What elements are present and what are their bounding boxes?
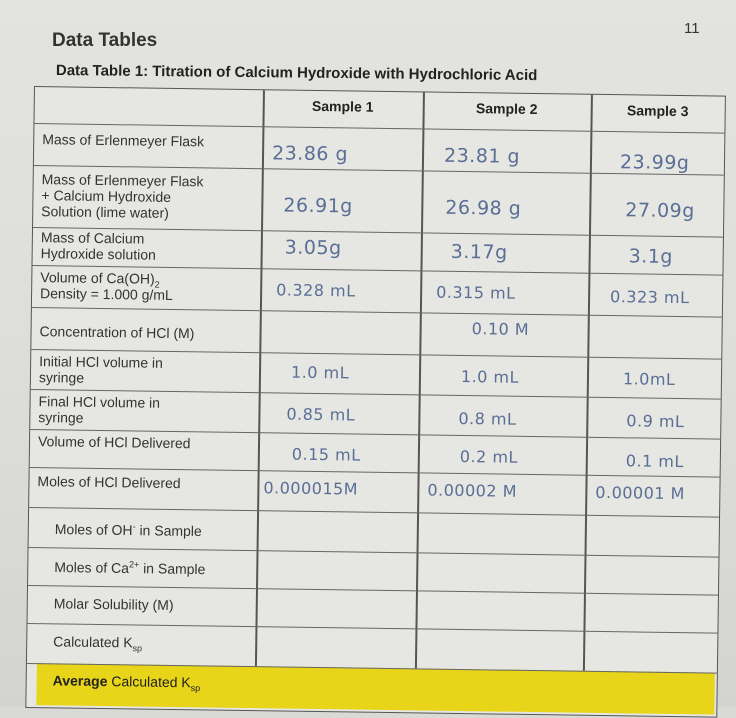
- value-mass-flask-solution-s2: 26.98 g: [445, 196, 522, 220]
- value-mass-solution-s1: 3.05g: [284, 236, 342, 260]
- value-mass-solution-s3: 3.1g: [628, 245, 674, 268]
- label-mass-solution-2: Hydroxide solution: [40, 245, 156, 263]
- label-initial-hcl-1: Initial HCl volume in: [39, 353, 163, 371]
- label-initial-hcl-2: syringe: [38, 369, 85, 386]
- value-volume-delivered-s3: 0.1 mL: [625, 451, 684, 472]
- value-final-hcl-s2: 0.8 mL: [458, 408, 517, 429]
- row-divider: [28, 584, 718, 596]
- value-mass-flask-solution-s1: 26.91g: [283, 194, 353, 218]
- row-divider: [29, 506, 720, 518]
- value-moles-hcl-s2: 0.00002 M: [427, 480, 518, 501]
- value-mass-flask-s3: 23.99g: [619, 151, 690, 175]
- label-final-hcl-1: Final HCl volume in: [38, 393, 161, 411]
- value-mass-flask-s1: 23.86 g: [271, 142, 349, 166]
- table-title: Data Table 1: Titration of Calcium Hydro…: [55, 62, 538, 85]
- row-divider: [27, 622, 718, 634]
- label-mass-flask: Mass of Erlenmeyer Flask: [42, 131, 205, 150]
- label-hcl-concentration: Concentration of HCl (M): [39, 323, 195, 342]
- value-final-hcl-s3: 0.9 mL: [626, 411, 685, 432]
- value-volume-delivered-s2: 0.2 mL: [459, 446, 519, 467]
- label-average-ksp: Average Calculated Ksp: [52, 672, 201, 694]
- value-final-hcl-s1: 0.85 mL: [286, 404, 356, 425]
- column-divider: [254, 90, 265, 667]
- value-volume-s1: 0.328 mL: [276, 280, 356, 301]
- label-volume-2: Density = 1.000 g/mL: [39, 285, 173, 303]
- label-mass-flask-solution-2: + Calcium Hydroxide: [41, 187, 172, 205]
- value-hcl-concentration: 0.10 M: [471, 319, 530, 339]
- label-calculated-ksp: Calculated Ksp: [53, 633, 143, 654]
- column-divider: [582, 94, 593, 671]
- label-mass-flask-solution-3: Solution (lime water): [41, 203, 169, 221]
- value-moles-hcl-s3: 0.00001 M: [595, 482, 686, 504]
- header-sample-3: Sample 3: [626, 102, 689, 120]
- label-moles-hcl: Moles of HCl Delivered: [37, 473, 181, 492]
- value-mass-solution-s2: 3.17g: [450, 240, 508, 264]
- page-number: 11: [684, 20, 700, 37]
- label-moles-oh: Moles of OH- in Sample: [54, 520, 202, 540]
- value-volume-s3: 0.323 mL: [609, 287, 690, 308]
- data-table: Sample 1 Sample 2 Sample 3 Mass of Erlen…: [25, 86, 726, 718]
- column-divider: [414, 92, 425, 669]
- value-initial-hcl-s2: 1.0 mL: [460, 366, 520, 387]
- label-volume-delivered: Volume of HCl Delivered: [37, 433, 191, 452]
- value-initial-hcl-s3: 1.0mL: [622, 369, 676, 389]
- label-mass-solution-1: Mass of Calcium: [40, 229, 145, 247]
- label-moles-ca: Moles of Ca2+ in Sample: [54, 558, 206, 578]
- section-title: Data Tables: [52, 30, 158, 51]
- header-sample-2: Sample 2: [475, 100, 538, 118]
- value-moles-hcl-s1: 0.000015M: [263, 478, 359, 499]
- label-final-hcl-2: syringe: [38, 409, 84, 426]
- row-divider: [31, 306, 722, 318]
- header-sample-1: Sample 1: [311, 97, 374, 115]
- label-molar-solubility: Molar Solubility (M): [53, 595, 174, 613]
- value-volume-delivered-s1: 0.15 mL: [291, 444, 361, 465]
- value-mass-flask-s2: 23.81 g: [443, 144, 521, 168]
- value-initial-hcl-s1: 1.0 mL: [290, 362, 350, 383]
- value-mass-flask-solution-s3: 27.09g: [625, 199, 695, 223]
- value-volume-s2: 0.315 mL: [436, 282, 516, 303]
